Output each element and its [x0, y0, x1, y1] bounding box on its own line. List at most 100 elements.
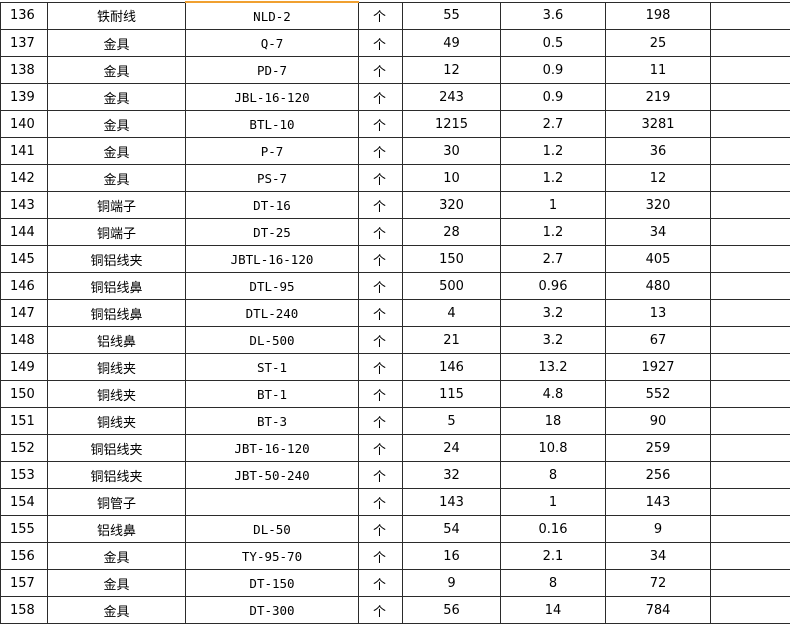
empty-cell: [711, 273, 790, 300]
item-name: 铜线夹: [48, 354, 186, 381]
item-name: 铜铝线鼻: [48, 300, 186, 327]
quantity: 320: [403, 192, 501, 219]
row-index: 136: [1, 2, 48, 30]
total-weight: 67: [606, 327, 711, 354]
item-name: 金具: [48, 111, 186, 138]
row-index: 137: [1, 30, 48, 57]
unit: 个: [359, 84, 403, 111]
total-weight: 13: [606, 300, 711, 327]
item-name: 铜管子: [48, 489, 186, 516]
quantity: 10: [403, 165, 501, 192]
unit-weight: 18: [501, 408, 606, 435]
empty-cell: [711, 165, 790, 192]
total-weight: 34: [606, 543, 711, 570]
item-name: 铁耐线: [48, 2, 186, 30]
model: DTL-240: [186, 300, 359, 327]
total-weight: 259: [606, 435, 711, 462]
row-index: 154: [1, 489, 48, 516]
empty-cell: [711, 570, 790, 597]
quantity: 243: [403, 84, 501, 111]
total-weight: 90: [606, 408, 711, 435]
total-weight: 198: [606, 2, 711, 30]
item-name: 铜端子: [48, 192, 186, 219]
row-index: 157: [1, 570, 48, 597]
quantity: 9: [403, 570, 501, 597]
unit-weight: 1.2: [501, 138, 606, 165]
model: BTL-10: [186, 111, 359, 138]
unit: 个: [359, 597, 403, 624]
quantity: 150: [403, 246, 501, 273]
total-weight: 11: [606, 57, 711, 84]
row-index: 151: [1, 408, 48, 435]
empty-cell: [711, 111, 790, 138]
model: TY-95-70: [186, 543, 359, 570]
model: P-7: [186, 138, 359, 165]
quantity: 32: [403, 462, 501, 489]
row-index: 150: [1, 381, 48, 408]
total-weight: 12: [606, 165, 711, 192]
unit-weight: 2.1: [501, 543, 606, 570]
item-name: 金具: [48, 597, 186, 624]
total-weight: 25: [606, 30, 711, 57]
quantity: 5: [403, 408, 501, 435]
item-name: 铝线鼻: [48, 327, 186, 354]
model: BT-3: [186, 408, 359, 435]
item-name: 铜线夹: [48, 381, 186, 408]
row-index: 139: [1, 84, 48, 111]
empty-cell: [711, 246, 790, 273]
row-index: 158: [1, 597, 48, 624]
empty-cell: [711, 462, 790, 489]
total-weight: 34: [606, 219, 711, 246]
unit-weight: 0.9: [501, 57, 606, 84]
unit-weight: 3.6: [501, 2, 606, 30]
empty-cell: [711, 516, 790, 543]
item-name: 铝线鼻: [48, 516, 186, 543]
unit: 个: [359, 570, 403, 597]
total-weight: 36: [606, 138, 711, 165]
empty-cell: [711, 2, 790, 30]
empty-cell: [711, 543, 790, 570]
total-weight: 405: [606, 246, 711, 273]
unit-weight: 10.8: [501, 435, 606, 462]
unit: 个: [359, 408, 403, 435]
item-name: 铜线夹: [48, 408, 186, 435]
model: JBL-16-120: [186, 84, 359, 111]
unit: 个: [359, 219, 403, 246]
empty-cell: [711, 57, 790, 84]
unit-weight: 3.2: [501, 300, 606, 327]
empty-cell: [711, 192, 790, 219]
unit-weight: 1.2: [501, 219, 606, 246]
unit-weight: 4.8: [501, 381, 606, 408]
unit-weight: 1: [501, 192, 606, 219]
row-index: 145: [1, 246, 48, 273]
unit-weight: 13.2: [501, 354, 606, 381]
total-weight: 480: [606, 273, 711, 300]
empty-cell: [711, 327, 790, 354]
unit-weight: 2.7: [501, 246, 606, 273]
unit-weight: 0.16: [501, 516, 606, 543]
quantity: 24: [403, 435, 501, 462]
empty-cell: [711, 219, 790, 246]
item-name: 金具: [48, 84, 186, 111]
model: JBT-50-240: [186, 462, 359, 489]
item-name: 铜铝线夹: [48, 435, 186, 462]
empty-cell: [711, 354, 790, 381]
row-index: 153: [1, 462, 48, 489]
item-name: 金具: [48, 570, 186, 597]
item-name: 金具: [48, 57, 186, 84]
model: [186, 489, 359, 516]
unit-weight: 14: [501, 597, 606, 624]
